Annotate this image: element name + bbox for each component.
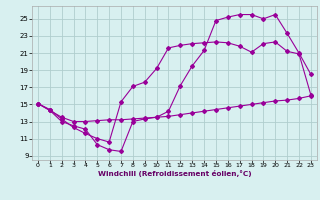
X-axis label: Windchill (Refroidissement éolien,°C): Windchill (Refroidissement éolien,°C) bbox=[98, 170, 251, 177]
